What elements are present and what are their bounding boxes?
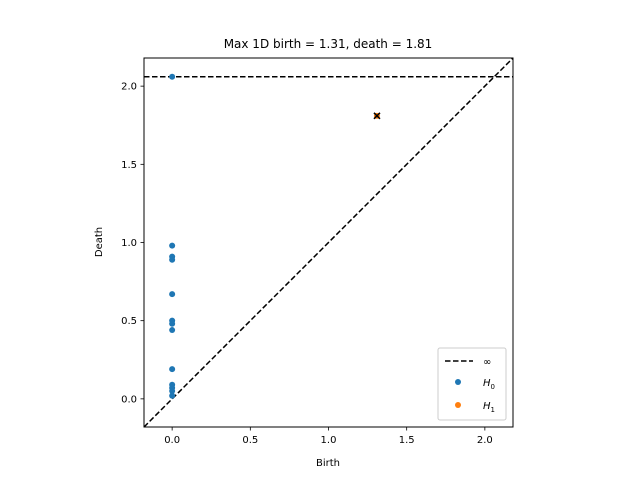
legend-box [437, 347, 507, 421]
point-h0 [169, 388, 176, 395]
max-1d-marker [373, 112, 381, 120]
legend: ∞ H0 H1 [437, 347, 507, 421]
plot-area [144, 58, 513, 427]
point-h0 [169, 320, 176, 327]
legend-h1-sub: 1 [491, 406, 495, 414]
legend-h0-sub: 0 [491, 383, 495, 391]
point-h0 [169, 73, 176, 80]
legend-h1-swatch [455, 402, 461, 408]
legend-h0-swatch [455, 379, 461, 385]
y-tick-label: 0.0 [121, 394, 137, 405]
x-tick-label: 1.0 [321, 435, 337, 446]
legend-h0-base: H [483, 378, 491, 389]
y-axis-label: Death [94, 227, 105, 257]
legend-h1-label: H1 [483, 401, 495, 414]
max-1d-marker-stroke-b [373, 112, 381, 120]
y-tick-label: 1.0 [121, 238, 137, 249]
point-h0 [169, 366, 176, 373]
x-tick-label: 0.5 [242, 435, 258, 446]
x-axis-label: Birth [316, 458, 340, 469]
diagonal-line [144, 58, 513, 427]
legend-infinity-label: ∞ [483, 357, 491, 368]
y-tick-label: 1.5 [121, 160, 137, 171]
y-tick-label: 2.0 [121, 82, 137, 93]
point-h0 [169, 242, 176, 249]
point-h0 [169, 291, 176, 298]
point-h0 [169, 256, 176, 263]
legend-h1-base: H [483, 401, 491, 412]
x-axis: 0.0 0.5 1.0 1.5 2.0 [164, 427, 493, 446]
x-tick-label: 1.5 [399, 435, 415, 446]
legend-h0-label: H0 [483, 378, 495, 391]
y-axis: 0.0 0.5 1.0 1.5 2.0 [121, 82, 144, 405]
point-h0 [169, 392, 176, 399]
y-tick-label: 0.5 [121, 316, 137, 327]
point-h0 [169, 327, 176, 334]
x-tick-label: 0.0 [164, 435, 180, 446]
x-tick-label: 2.0 [477, 435, 493, 446]
chart-title: Max 1D birth = 1.31, death = 1.81 [224, 37, 433, 51]
